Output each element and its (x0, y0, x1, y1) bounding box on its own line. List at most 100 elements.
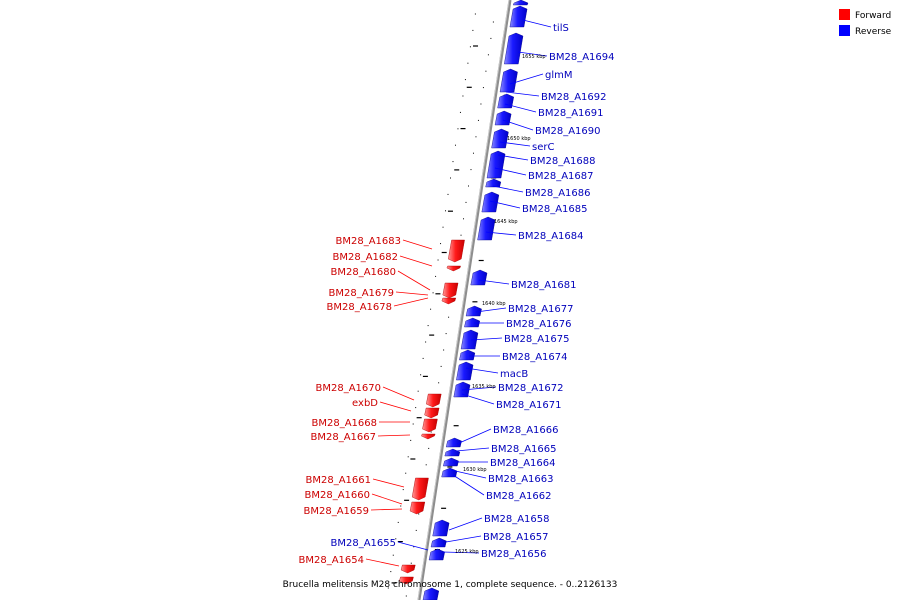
label-leader-line (382, 386, 415, 401)
reverse-gene-block (460, 329, 479, 350)
gene-label: serC (532, 142, 554, 153)
position-mark: 1640 kbp (482, 301, 506, 307)
reverse-gene-block (430, 537, 447, 548)
reverse-gene-block (481, 191, 500, 213)
gene-label: exbD (352, 398, 378, 409)
label-leader-line (365, 558, 400, 567)
label-leader-line (395, 291, 429, 296)
gene-label: BM28_A1683 (335, 236, 401, 247)
reverse-gene-block (497, 93, 514, 109)
forward-gene-block (400, 564, 416, 574)
position-mark: 1630 kbp (463, 467, 487, 473)
gene-label: BM28_A1664 (490, 458, 556, 469)
gene-label: BM28_A1692 (541, 92, 607, 103)
label-leader-line (485, 231, 517, 236)
reverse-gene-block (443, 457, 459, 467)
label-leaders (365, 19, 552, 567)
label-leader-line (509, 73, 544, 85)
label-leader-line (452, 474, 485, 496)
gene-label: tilS (553, 23, 569, 34)
reverse-gene-block (491, 128, 509, 149)
gene-label: BM28_A1681 (511, 280, 577, 291)
label-leader-line (470, 337, 503, 341)
label-leader-line (397, 541, 429, 551)
gene-label: BM28_A1659 (303, 506, 369, 517)
gene-label: BM28_A1654 (298, 555, 364, 566)
label-leader-line (499, 141, 531, 147)
forward-gene-block (411, 477, 429, 501)
gene-label: BM28_A1667 (310, 432, 376, 443)
gene-label: BM28_A1691 (538, 108, 604, 119)
forward-gene-block (424, 407, 440, 419)
legend-swatch-forward (839, 9, 850, 20)
forward-gene-block (446, 265, 461, 272)
gene-label: BM28_A1677 (508, 304, 574, 315)
label-leader-line (492, 185, 524, 193)
legend-swatch-reverse (839, 25, 850, 36)
reverse-gene-block (465, 305, 482, 317)
gene-label: BM28_A1663 (488, 474, 554, 485)
gene-label: BM28_A1688 (530, 156, 596, 167)
forward-gene-block (426, 393, 442, 408)
label-leader-line (377, 434, 411, 437)
label-leader-line (461, 393, 495, 405)
label-leader-line (442, 551, 480, 554)
label-leader-line (475, 307, 507, 313)
reverse-gene-block (486, 150, 506, 179)
forward-gene-block (422, 418, 438, 433)
label-leader-line (402, 239, 433, 250)
forward-gene-block (448, 239, 465, 263)
gene-labels: tilS BM28_A1694 glmM BM28_A1692 BM28_A1691 BM… (298, 23, 614, 566)
reverse-gene-block (509, 5, 528, 28)
label-leader-line (489, 200, 521, 209)
gene-label: BM28_A1671 (496, 400, 562, 411)
gene-label: BM28_A1661 (305, 475, 371, 486)
legend-label-reverse: Reverse (855, 27, 892, 37)
gene-features (399, 0, 529, 600)
label-leader-line (370, 508, 403, 511)
label-leader-line (497, 154, 529, 161)
gene-label: BM28_A1665 (491, 444, 557, 455)
gene-label: BM28_A1656 (481, 549, 547, 560)
reverse-gene-block (499, 68, 518, 93)
forward-gene-block (399, 576, 414, 585)
gene-label: BM28_A1686 (525, 188, 591, 199)
reverse-gene-block (445, 437, 462, 448)
reverse-gene-block (456, 361, 474, 381)
reverse-gene-block (485, 178, 502, 188)
reverse-gene-block (453, 381, 471, 398)
chromosome-backbone (417, 0, 512, 600)
reverse-gene-block (432, 519, 450, 537)
label-leader-line (379, 401, 412, 412)
label-leader-line (393, 297, 429, 307)
position-mark: 1635 kbp (472, 384, 496, 390)
position-mark: 1655 kbp (522, 54, 546, 60)
gene-label: BM28_A1666 (493, 425, 559, 436)
reverse-gene-block (422, 587, 440, 600)
reverse-gene-block (428, 548, 445, 561)
gene-label: BM28_A1660 (304, 490, 370, 501)
gene-label: BM28_A1684 (518, 231, 584, 242)
position-mark: 1645 kbp (494, 219, 518, 225)
reverse-gene-block (512, 0, 529, 6)
label-leader-line (461, 386, 497, 391)
gene-label: BM28_A1675 (504, 334, 570, 345)
forward-gene-block (441, 297, 457, 305)
label-leader-line (448, 517, 483, 531)
reverse-gene-block (477, 216, 496, 241)
chromosome-backbone-highlight (417, 0, 510, 600)
label-leader-line (397, 270, 431, 291)
gene-label: glmM (545, 70, 573, 81)
gene-label: BM28_A1680 (330, 267, 396, 278)
label-leader-line (494, 167, 527, 176)
label-leader-line (445, 535, 482, 543)
forward-gene-block (442, 282, 459, 299)
forward-gene-block (421, 433, 436, 440)
gene-label: macB (500, 369, 528, 380)
label-leader-line (371, 493, 403, 505)
label-leader-line (522, 19, 552, 28)
label-leader-line (504, 103, 537, 113)
reverse-gene-block (444, 448, 461, 457)
gene-label: BM28_A1679 (328, 288, 394, 299)
